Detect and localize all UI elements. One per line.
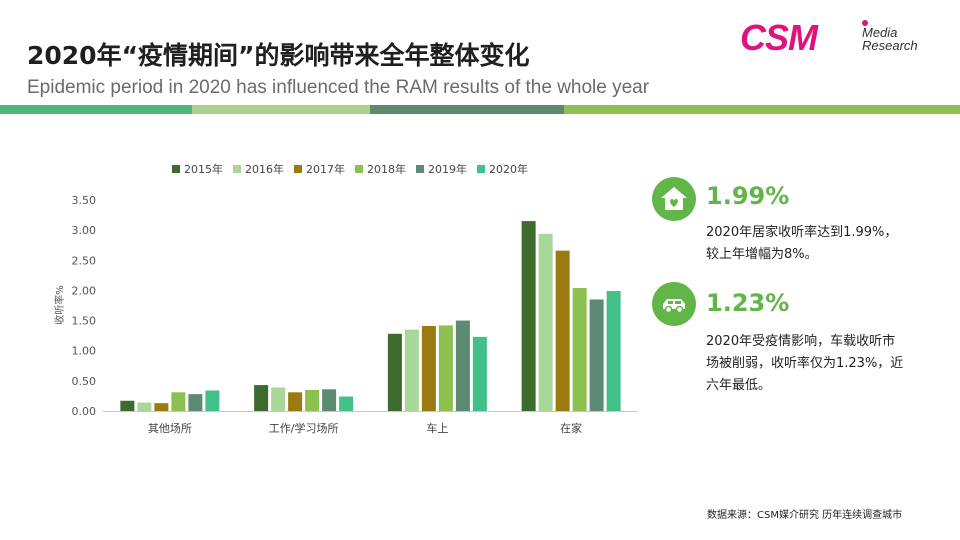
- bar: [606, 291, 621, 411]
- bar: [521, 221, 536, 411]
- y-tick-label: 1.50: [72, 315, 97, 328]
- bar: [288, 392, 303, 411]
- legend-item: 2015年: [172, 161, 223, 177]
- bar: [271, 387, 286, 411]
- y-tick-label: 2.00: [72, 284, 97, 297]
- legend-label: 2020年: [489, 163, 528, 176]
- logo-line-2: Research: [862, 38, 918, 53]
- bar: [154, 403, 169, 411]
- legend-label: 2015年: [184, 163, 223, 176]
- page-title: 2020年“疫情期间”的影响带来全年整体变化: [27, 41, 530, 70]
- x-tick-label: 车上: [426, 421, 448, 435]
- x-tick-label: 在家: [560, 421, 582, 435]
- stat-car-line-3: 六年最低。: [706, 378, 772, 393]
- y-tick-label: 1.00: [72, 345, 97, 358]
- bar: [438, 325, 453, 411]
- home-heart-icon: [652, 177, 696, 221]
- data-source-note: 数据来源：CSM媒介研究 历年连续调查城市: [707, 510, 903, 521]
- legend-swatch: [294, 165, 302, 173]
- logo-subtext: Media Research: [862, 26, 918, 52]
- stat-car-line-2: 场被削弱，收听率仅为1.23%，近: [706, 356, 904, 371]
- stat-value-car: 1.23%: [706, 289, 790, 317]
- logo-line-1: Media: [862, 25, 898, 40]
- stat-text-home: 2020年居家收听率达到1.99%， 较上年增幅为8%。: [706, 222, 931, 266]
- header-stripe-2: [192, 105, 370, 114]
- bar: [572, 288, 587, 411]
- bar: [171, 392, 186, 411]
- y-axis-label: 收听率%: [53, 285, 66, 325]
- legend-item: 2020年: [477, 161, 528, 177]
- csm-logo: CSM Media Research: [740, 18, 930, 58]
- legend-swatch: [416, 165, 424, 173]
- bar: [387, 333, 402, 411]
- bar: [404, 329, 419, 411]
- registered-mark-icon: [862, 20, 868, 26]
- y-tick-label: 0.00: [72, 405, 97, 418]
- bar: [455, 320, 470, 411]
- y-tick-label: 3.00: [72, 224, 97, 237]
- bar: [188, 394, 203, 411]
- legend-item: 2018年: [355, 161, 406, 177]
- legend-swatch: [233, 165, 241, 173]
- legend-swatch: [355, 165, 363, 173]
- legend-label: 2018年: [367, 163, 406, 176]
- bar: [555, 250, 570, 411]
- stat-value-home: 1.99%: [706, 182, 790, 210]
- legend-label: 2016年: [245, 163, 284, 176]
- bar: [205, 390, 220, 411]
- legend-item: 2016年: [233, 161, 284, 177]
- legend-label: 2017年: [306, 163, 345, 176]
- bar: [322, 389, 337, 411]
- bar: [538, 233, 553, 411]
- y-tick-label: 2.50: [72, 254, 97, 267]
- header-stripe-1: [0, 105, 192, 114]
- car-icon: [652, 282, 696, 326]
- stat-home-line-1: 2020年居家收听率达到1.99%，: [706, 225, 898, 240]
- legend-swatch: [477, 165, 485, 173]
- header-stripe-4: [564, 105, 960, 114]
- legend-item: 2019年: [416, 161, 467, 177]
- bar: [120, 400, 135, 411]
- header-stripe-3: [370, 105, 564, 114]
- legend-label: 2019年: [428, 163, 467, 176]
- stat-home-line-2: 较上年增幅为8%。: [706, 247, 818, 262]
- bar: [421, 325, 436, 411]
- x-tick-label: 其他场所: [148, 421, 192, 435]
- bar: [589, 299, 604, 411]
- logo-main-text: CSM: [740, 17, 818, 58]
- bar: [305, 389, 320, 411]
- bar: [339, 396, 354, 411]
- y-tick-label: 3.50: [72, 194, 97, 207]
- legend-swatch: [172, 165, 180, 173]
- bar: [472, 336, 487, 411]
- y-tick-label: 0.50: [72, 375, 97, 388]
- stat-car-line-1: 2020年受疫情影响，车载收听市: [706, 334, 896, 349]
- bar: [254, 385, 269, 411]
- x-tick-label: 工作/学习场所: [269, 421, 339, 435]
- page-subtitle: Epidemic period in 2020 has influenced t…: [27, 77, 650, 98]
- legend-item: 2017年: [294, 161, 345, 177]
- chart-legend: 2015年 2016年 2017年 2018年 2019年 2020年: [172, 161, 528, 177]
- stat-text-car: 2020年受疫情影响，车载收听市 场被削弱，收听率仅为1.23%，近 六年最低。: [706, 331, 931, 397]
- bar: [137, 402, 152, 411]
